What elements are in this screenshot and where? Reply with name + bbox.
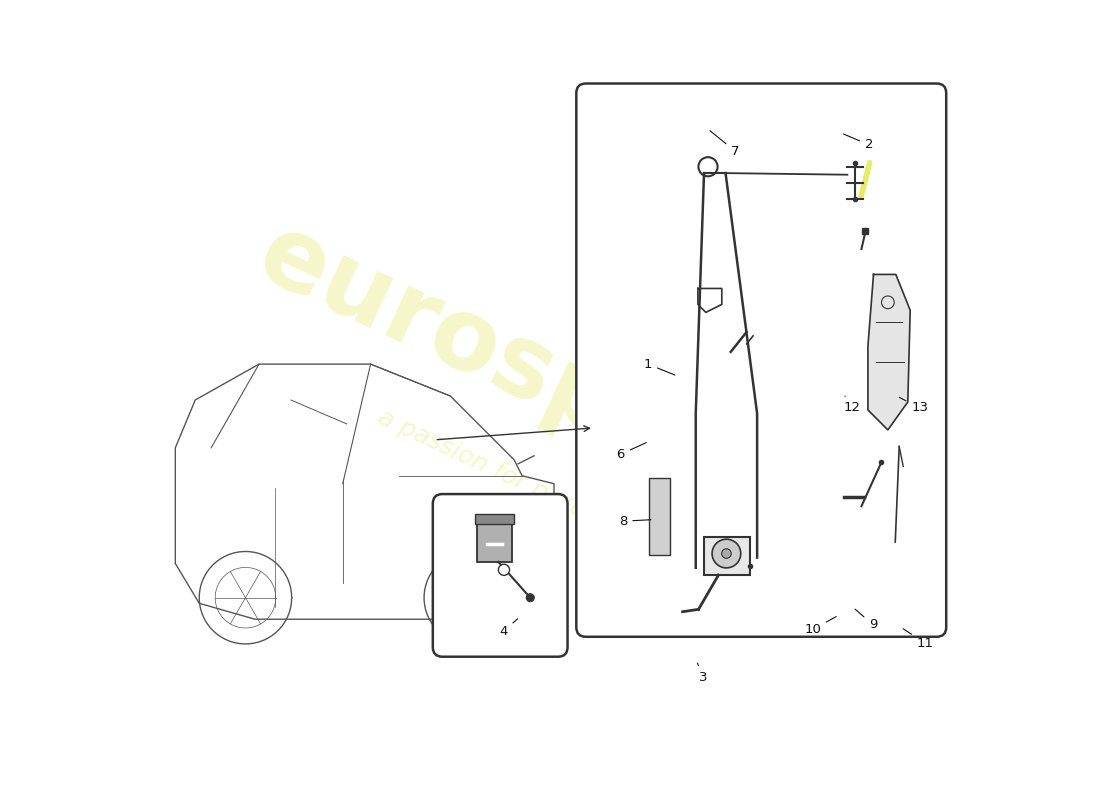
Bar	[475, 514, 514, 523]
Text: 4: 4	[499, 618, 518, 638]
Text: 10: 10	[804, 617, 836, 636]
Text: 11: 11	[903, 629, 934, 650]
FancyBboxPatch shape	[576, 83, 946, 637]
Text: 8: 8	[619, 514, 651, 528]
Text: 3: 3	[697, 663, 707, 684]
Text: 9: 9	[855, 609, 878, 631]
Text: a passion for parts since 1985: a passion for parts since 1985	[374, 405, 726, 586]
Circle shape	[498, 564, 509, 575]
Text: 6: 6	[617, 442, 647, 461]
Text: 1: 1	[644, 358, 675, 375]
Text: eurospares: eurospares	[243, 206, 857, 562]
Circle shape	[526, 594, 535, 602]
Polygon shape	[868, 274, 910, 430]
Bar	[704, 537, 750, 575]
Text: 12: 12	[844, 396, 861, 414]
Text: 2: 2	[844, 134, 873, 151]
Bar	[649, 478, 670, 554]
FancyBboxPatch shape	[432, 494, 568, 657]
Text: 13: 13	[900, 398, 928, 414]
Circle shape	[712, 539, 740, 568]
Circle shape	[722, 549, 732, 558]
Text: 7: 7	[710, 130, 739, 158]
Bar	[477, 523, 512, 562]
